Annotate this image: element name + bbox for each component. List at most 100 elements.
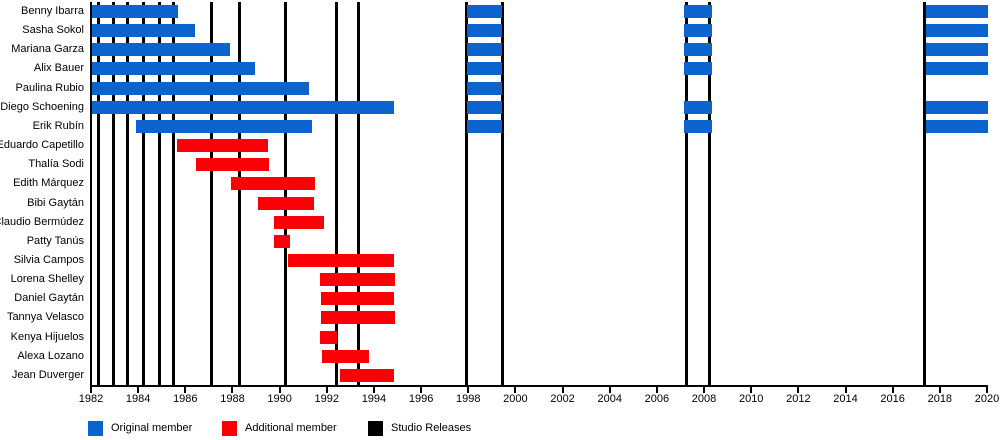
membership-bar (466, 81, 503, 95)
legend-swatch-original-member (88, 420, 103, 436)
membership-bar (466, 62, 503, 76)
axis-tick-label: 1992 (314, 393, 340, 405)
membership-bar (319, 273, 395, 287)
member-label: Edith Márquez (13, 177, 84, 190)
legend-label-studio-releases: Studio Releases (391, 422, 472, 434)
studio-release-line (922, 2, 926, 385)
axis-tick-label: 1984 (125, 393, 151, 405)
member-label: Thalía Sodi (28, 158, 84, 171)
legend-label-original-member: Original member (111, 422, 193, 434)
axis-tick-label: 2000 (503, 393, 528, 405)
axis-tick-label: 1994 (361, 393, 387, 405)
membership-bar (258, 196, 314, 210)
studio-release-line (209, 2, 213, 385)
membership-bar (925, 100, 988, 114)
membership-bar (925, 24, 988, 38)
membership-bar (683, 100, 713, 114)
axis-tick (750, 387, 753, 393)
axis-tick-label: 2002 (550, 393, 575, 405)
axis-tick (561, 387, 564, 393)
membership-bar (683, 24, 713, 38)
membership-bar (683, 5, 713, 18)
membership-bar (176, 139, 268, 153)
axis-tick (703, 387, 706, 393)
axis-tick (797, 387, 800, 393)
axis-tick (608, 387, 611, 393)
studio-release-line (283, 2, 287, 385)
legend-item-original: Original member (88, 420, 192, 436)
studio-release-line (684, 2, 688, 385)
studio-release-line (334, 2, 338, 385)
membership-bar (925, 119, 988, 133)
member-label: Eduardo Capetillo (0, 139, 84, 152)
studio-release-line (171, 2, 175, 385)
axis-tick-label: 1996 (408, 393, 434, 405)
member-label: Bibi Gaytán (27, 196, 84, 209)
member-label: Kenya Hijuelos (10, 330, 84, 343)
member-label: Diego Schoening (0, 100, 84, 113)
axis-tick (325, 387, 328, 393)
legend-item-studio-releases: Studio Releases (368, 420, 471, 436)
legend: Original member Additional member Studio… (0, 420, 1000, 440)
studio-release-line (125, 2, 129, 385)
axis-tick-label: 1982 (78, 393, 104, 405)
axis-tick-label: 1988 (220, 393, 245, 405)
axis-tick (137, 387, 140, 393)
membership-bar (339, 368, 394, 382)
membership-bar (683, 43, 713, 57)
studio-release-line (500, 2, 504, 385)
axis-tick-label: 2006 (644, 393, 670, 405)
membership-bar (319, 330, 338, 344)
membership-bar (92, 100, 394, 114)
member-label: Benny Ibarra (21, 5, 84, 17)
axis-tick (90, 387, 92, 393)
member-label: Daniel Gaytán (14, 292, 84, 305)
membership-bar (466, 43, 503, 57)
member-label: Sasha Sokol (22, 24, 84, 37)
studio-release-line (141, 2, 145, 385)
plot-area (90, 2, 988, 387)
membership-bar (92, 43, 230, 57)
axis-tick-label: 2018 (927, 393, 953, 405)
studio-release-line (96, 2, 100, 385)
membership-bar (925, 62, 988, 76)
membership-bar (287, 253, 394, 267)
member-label: Jean Duverger (11, 368, 84, 381)
axis-tick-label: 2016 (880, 393, 905, 405)
axis-tick-label: 2020 (974, 393, 1000, 405)
membership-bar (466, 119, 503, 133)
legend-label-additional-member: Additional member (245, 422, 337, 434)
studio-release-line (237, 2, 241, 385)
membership-bar (321, 349, 370, 363)
member-label: Lorena Shelley (10, 273, 84, 286)
axis-tick-label: 2012 (786, 393, 811, 405)
membership-bar (273, 215, 325, 229)
legend-item-additional: Additional member (222, 420, 337, 436)
membership-bar (92, 24, 195, 38)
membership-bar (466, 5, 503, 18)
member-label: Tannya Velasco (6, 311, 84, 324)
membership-bar (466, 24, 503, 38)
axis-tick (514, 387, 517, 393)
axis-tick-label: 2014 (833, 393, 858, 405)
legend-swatch-studio-releases (368, 420, 383, 436)
axis-tick-label: 2010 (738, 393, 764, 405)
membership-bar (683, 119, 713, 133)
axis-tick (986, 387, 988, 393)
membership-bar (92, 62, 255, 76)
axis-tick (231, 387, 234, 393)
axis-tick (467, 387, 470, 393)
member-label: Mariana Garza (11, 43, 84, 56)
axis-tick (184, 387, 187, 393)
membership-bar (231, 177, 315, 191)
studio-release-line (356, 2, 360, 385)
axis-tick (655, 387, 658, 393)
axis-tick-label: 1990 (267, 393, 292, 405)
membership-bar (683, 62, 713, 76)
membership-bar (320, 311, 395, 325)
axis-tick-label: 1986 (173, 393, 198, 405)
membership-bar (925, 43, 988, 57)
member-label: Claudio Bermúdez (0, 215, 84, 228)
studio-release-line (111, 2, 115, 385)
